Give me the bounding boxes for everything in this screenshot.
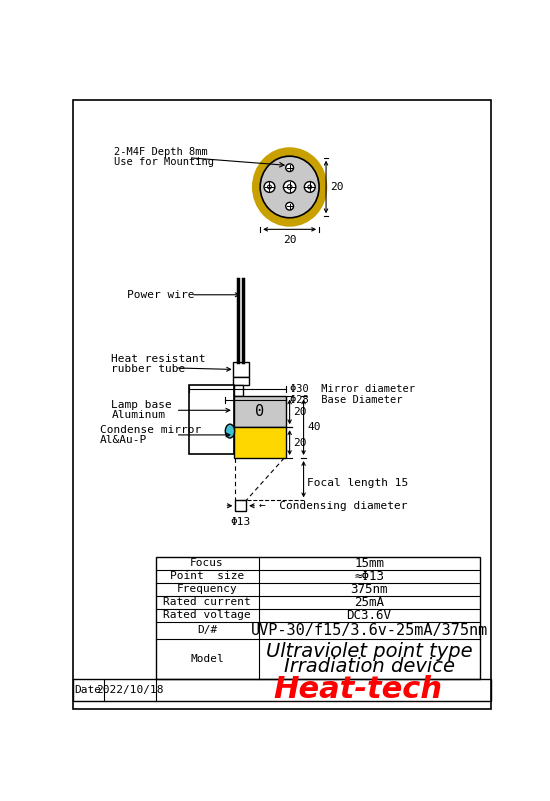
Circle shape [283,181,296,193]
Circle shape [264,182,275,192]
Bar [234,396,286,427]
Text: 2-M4F Depth 8mm: 2-M4F Depth 8mm [114,147,207,156]
Text: Focus: Focus [190,558,224,568]
Text: ≈Φ13: ≈Φ13 [354,570,384,582]
Text: Rated current: Rated current [163,598,251,607]
Circle shape [304,182,315,192]
Text: 375nm: 375nm [350,583,388,596]
Text: UVP-30/f15/3.6v-25mA/375nm: UVP-30/f15/3.6v-25mA/375nm [250,623,488,638]
Text: 20: 20 [294,407,307,417]
Circle shape [308,185,312,189]
Text: Condense mirror: Condense mirror [100,425,201,434]
Circle shape [267,185,271,189]
Text: Rated voltage: Rated voltage [163,610,251,621]
Text: Φ13: Φ13 [230,517,251,526]
Bar [189,384,234,454]
Text: Ultraviolet point type: Ultraviolet point type [266,642,472,661]
Bar [233,362,249,377]
Text: D/#: D/# [197,626,217,635]
Text: 15mm: 15mm [354,557,384,570]
Text: Power wire: Power wire [127,290,194,300]
Text: 25mA: 25mA [354,596,384,609]
Bar [233,377,249,384]
Bar [234,427,286,458]
Text: 40: 40 [307,422,321,433]
Text: Lamp base: Lamp base [111,400,172,410]
Text: DC3.6V: DC3.6V [346,609,392,622]
Circle shape [286,203,294,210]
Text: rubber tube: rubber tube [111,364,186,375]
Text: Date: Date [75,685,102,694]
Text: Model: Model [190,654,224,664]
Circle shape [287,185,292,189]
Text: 20: 20 [294,437,307,448]
Text: Aluminum: Aluminum [111,410,166,420]
Bar [235,501,246,511]
Bar [156,557,480,679]
Ellipse shape [260,156,319,218]
Text: Heat resistant: Heat resistant [111,355,206,364]
Text: Φ30  Mirror diameter: Φ30 Mirror diameter [290,384,415,394]
Circle shape [286,164,294,171]
Text: 2022/10/18: 2022/10/18 [96,685,164,694]
Text: Frequency: Frequency [177,584,238,594]
Text: Φ28  Base Diameter: Φ28 Base Diameter [290,395,402,405]
Text: Point  size: Point size [170,571,244,582]
Text: Heat-tech: Heat-tech [274,675,443,704]
Text: 20: 20 [283,235,296,245]
Text: Irradiation device: Irradiation device [284,657,454,676]
Text: 0: 0 [255,405,265,419]
Text: Focal length 15: Focal length 15 [307,478,409,488]
Text: 20: 20 [330,182,343,192]
Ellipse shape [226,425,235,438]
Text: Use for Mounting: Use for Mounting [114,156,214,167]
Bar [234,384,243,396]
Text: ←  Condensing diameter: ← Condensing diameter [258,501,407,511]
Bar [73,679,491,701]
Text: Al&Au-P: Al&Au-P [100,434,147,445]
Ellipse shape [255,150,324,224]
